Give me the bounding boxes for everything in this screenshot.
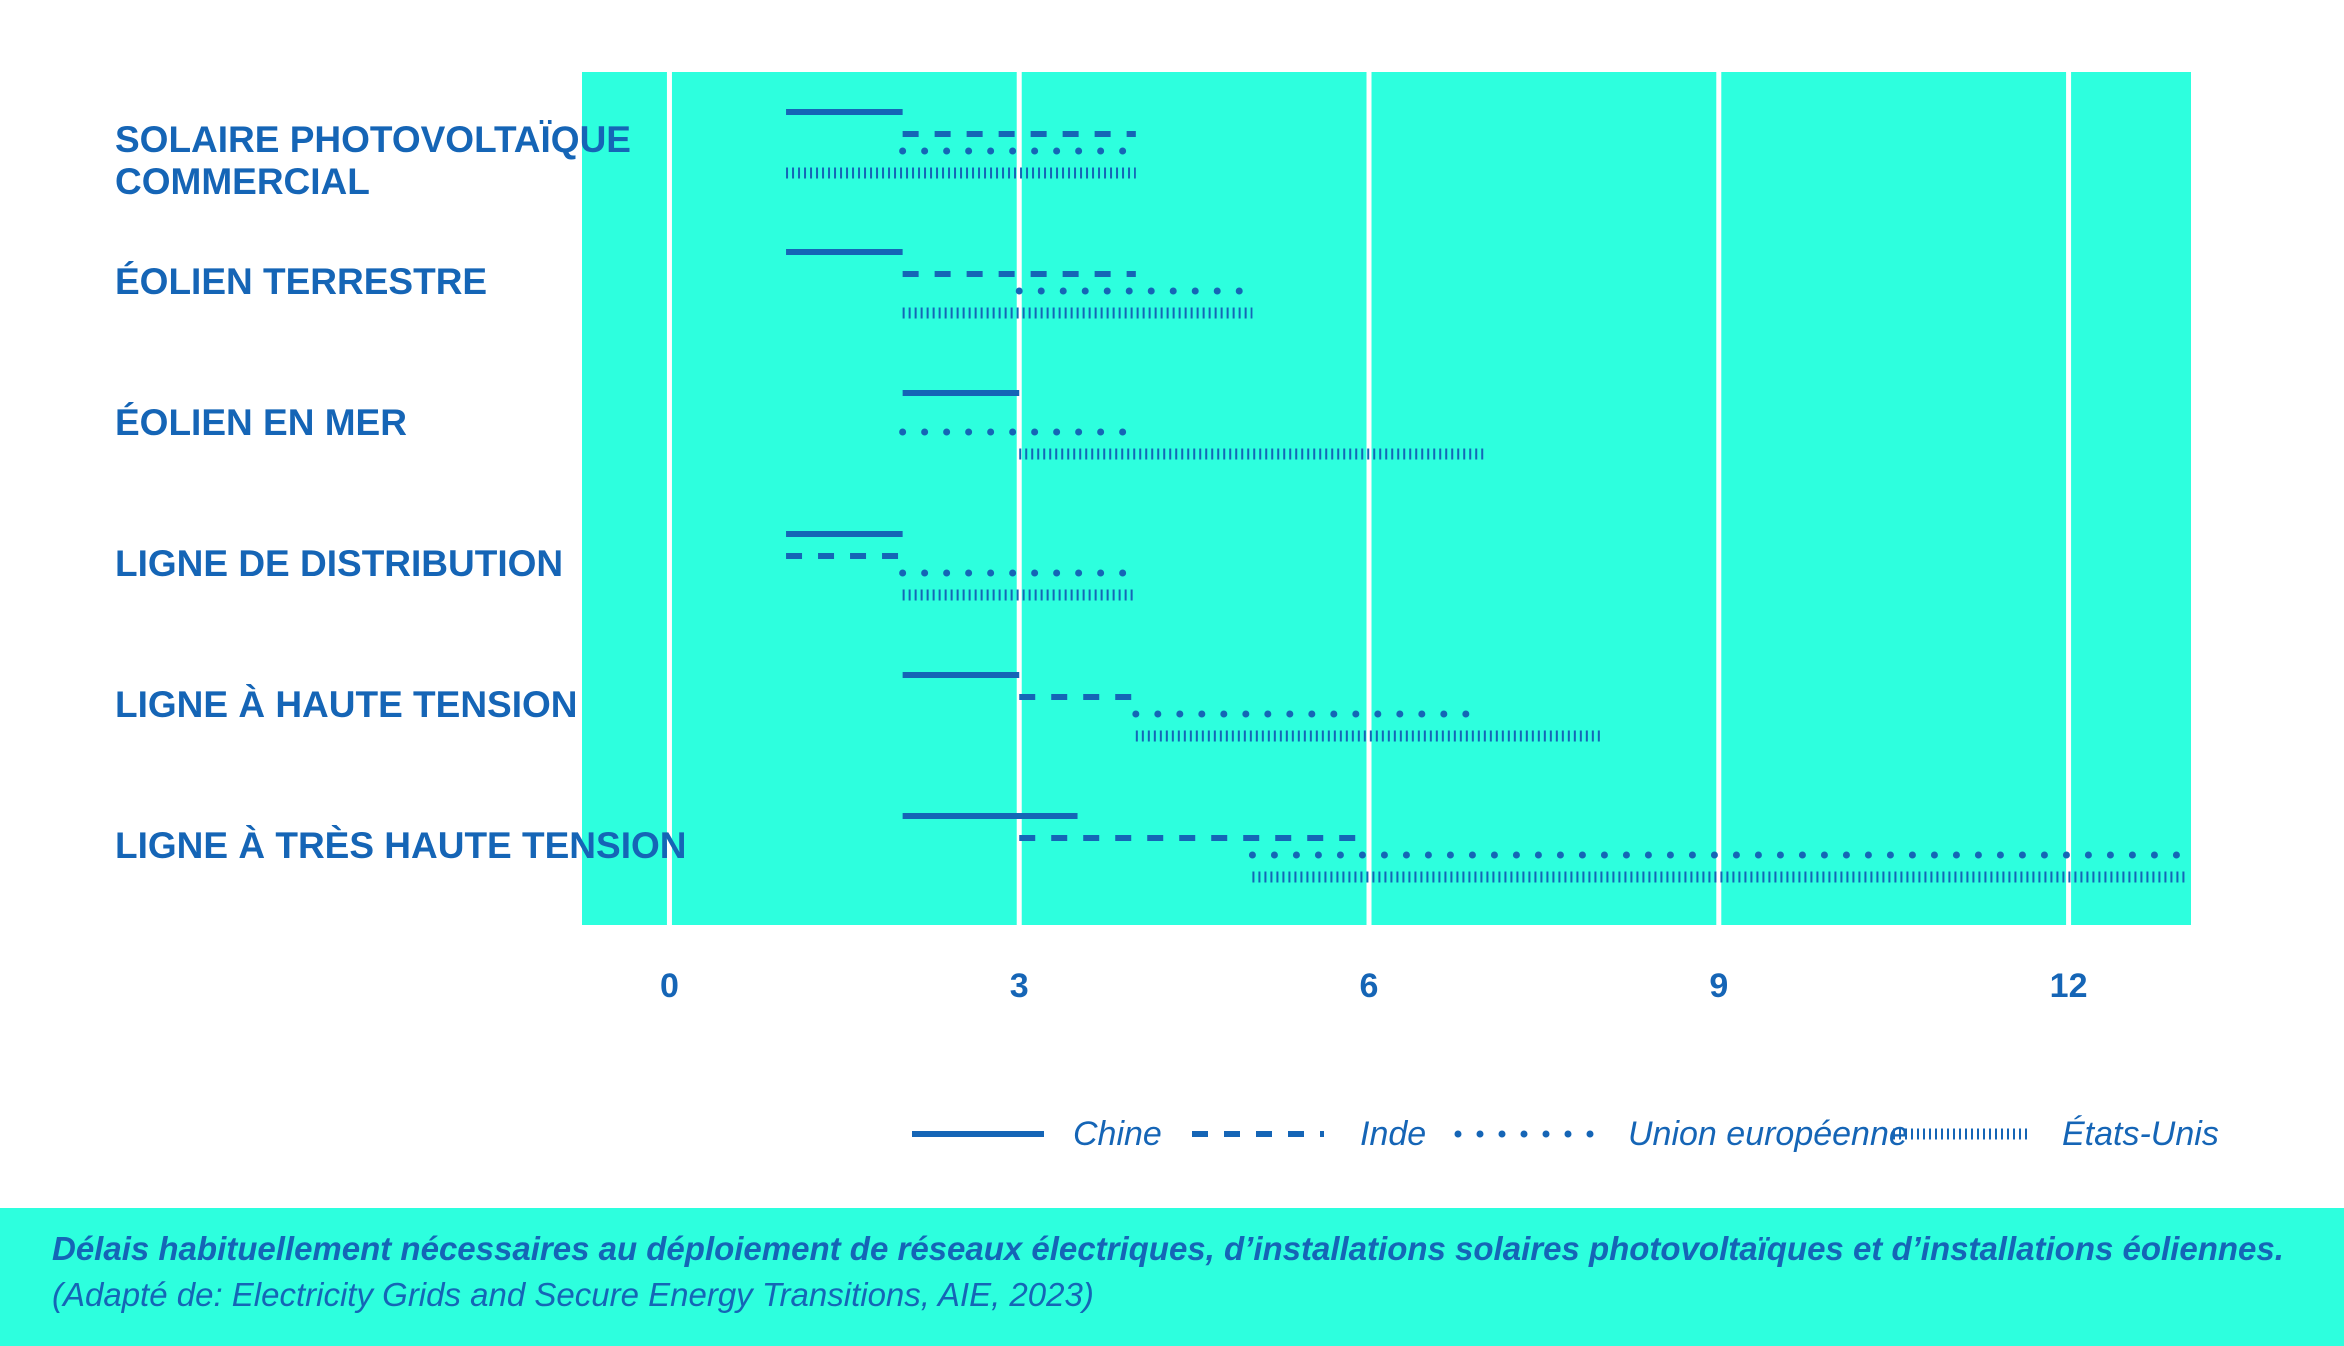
legend-label: Chine: [1073, 1115, 1162, 1153]
category-label: SOLAIRE PHOTOVOLTAÏQUE: [115, 119, 631, 160]
legend-label: États-Unis: [2062, 1115, 2219, 1153]
x-tick-label: 3: [1010, 967, 1029, 1005]
gridlines: [666, 72, 2072, 925]
legend: Chine Inde Union européenne États-Unis: [912, 1115, 2219, 1153]
x-tick-label: 9: [1709, 967, 1728, 1005]
category-label: COMMERCIAL: [115, 161, 370, 202]
timeline-bars: [786, 109, 2189, 883]
category-label: LIGNE À HAUTE TENSION: [115, 684, 578, 725]
x-axis-ticks: 0 3 6 9 12: [660, 967, 2088, 1005]
legend-label: Union européenne: [1628, 1115, 1908, 1153]
caption-source: (Adapté de: Electricity Grids and Secure…: [52, 1276, 1094, 1313]
category-label: ÉOLIEN TERRESTRE: [115, 261, 487, 302]
category-label: LIGNE DE DISTRIBUTION: [115, 543, 563, 584]
category-label: LIGNE À TRÈS HAUTE TENSION: [115, 825, 686, 866]
plot-area: [582, 72, 2191, 925]
caption-title: Délais habituellement nécessaires au dép…: [52, 1230, 2284, 1267]
x-tick-label: 0: [660, 967, 679, 1005]
category-label: ÉOLIEN EN MER: [115, 402, 407, 443]
x-tick-label: 6: [1360, 967, 1379, 1005]
x-tick-label: 12: [2050, 967, 2088, 1005]
legend-label: Inde: [1360, 1115, 1426, 1153]
caption-box: Délais habituellement nécessaires au dép…: [0, 1208, 2344, 1346]
